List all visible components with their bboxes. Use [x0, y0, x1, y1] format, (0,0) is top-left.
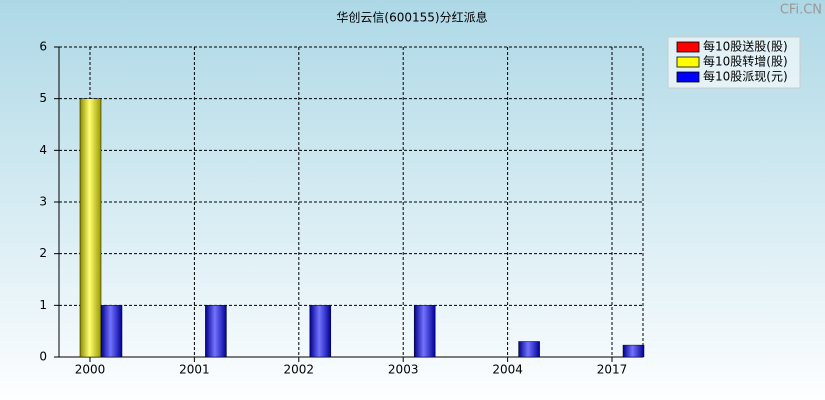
bar	[205, 305, 227, 358]
x-tick-label: 2004	[492, 363, 523, 377]
y-tick-label: 1	[39, 298, 47, 312]
bar	[309, 305, 332, 358]
legend-swatch	[676, 41, 700, 53]
x-tick-label: 2017	[597, 363, 628, 377]
x-tick-label: 2002	[284, 363, 315, 377]
legend-swatch	[676, 71, 700, 83]
legend-label: 每10股派现(元)	[703, 69, 788, 84]
y-tick-label: 6	[39, 40, 47, 54]
bar	[413, 305, 436, 358]
y-tick-label: 0	[39, 350, 47, 364]
bar	[79, 98, 102, 358]
bar	[100, 305, 123, 358]
legend-label: 每10股送股(股)	[703, 39, 788, 54]
x-tick-label: 2000	[75, 363, 106, 377]
y-tick-label: 2	[39, 246, 47, 260]
y-tick-label: 4	[39, 143, 47, 157]
legend-label: 每10股转增(股)	[703, 54, 788, 69]
x-tick-label: 2003	[388, 363, 419, 377]
y-tick-label: 5	[39, 91, 47, 105]
x-tick-label: 2001	[179, 363, 210, 377]
y-tick-label: 3	[39, 195, 47, 209]
bar	[518, 341, 540, 358]
watermark: CFi.CN	[780, 3, 822, 18]
chart-title: 华创云信(600155)分红派息	[336, 10, 487, 25]
bar	[622, 344, 645, 358]
legend-swatch	[676, 56, 700, 68]
